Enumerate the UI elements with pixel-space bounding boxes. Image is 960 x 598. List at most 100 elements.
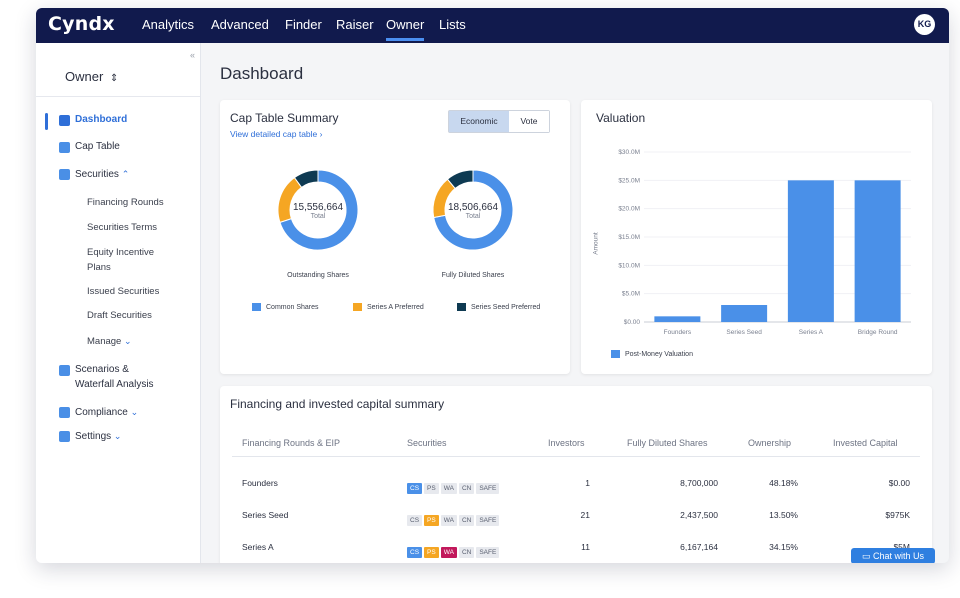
nav-lists[interactable]: Lists [439, 17, 466, 32]
y-tick-label: $30.0M [618, 149, 640, 156]
nav-advanced[interactable]: Advanced [211, 17, 269, 32]
y-tick-label: $25.0M [618, 177, 640, 184]
sidebar-sub-plans[interactable]: Plans [87, 262, 111, 273]
chevron-down-icon: ⌄ [123, 336, 132, 346]
donut-outstanding-total: Total [310, 213, 326, 220]
legend-series-a: Series A Preferred [353, 303, 424, 311]
legend-swatch [353, 303, 362, 311]
security-badges: CS PS WA CN SAFE [407, 541, 501, 558]
security-badges: CS PS WA CN SAFE [407, 509, 501, 526]
nav-finder[interactable]: Finder [285, 17, 322, 32]
legend-swatch [252, 303, 261, 311]
cell-shares: 6,167,164 [680, 542, 718, 552]
valuation-title: Valuation [596, 111, 646, 125]
y-tick-label: $0.00 [624, 319, 641, 326]
bar-series-seed [721, 305, 768, 322]
sidebar-item-compliance-label: Compliance [75, 407, 128, 418]
sidebar-sub-equity-incentive[interactable]: Equity Incentive [87, 247, 155, 258]
settings-icon [59, 431, 70, 442]
avatar[interactable]: KG [914, 14, 935, 35]
legend-common-label: Common Shares [266, 303, 319, 311]
sidebar-item-settings[interactable]: Settings ⌄ [75, 429, 121, 444]
col-header-investors[interactable]: Investors [548, 438, 585, 448]
sidebar-item-scenarios[interactable]: Scenarios & [75, 364, 129, 375]
sidebar-sub-securities-terms[interactable]: Securities Terms [87, 222, 158, 233]
y-tick-label: $20.0M [618, 206, 640, 213]
donut-fully-diluted-center: 18,506,664 Total [428, 202, 518, 220]
dashboard-icon [59, 115, 70, 126]
donut-slice-common [433, 169, 514, 251]
collapse-icon[interactable]: « [190, 50, 196, 60]
bar-series-a [787, 180, 834, 322]
col-header-ownership[interactable]: Ownership [748, 438, 792, 448]
cell-round: Series A [242, 542, 274, 552]
sort-chevrons-icon: ⇕ [109, 73, 119, 84]
donut-outstanding [277, 169, 359, 251]
y-tick-label: $15.0M [618, 234, 640, 241]
toggle-economic[interactable]: Economic [449, 111, 509, 132]
nav-raiser[interactable]: Raiser [336, 17, 374, 32]
owner-selector-label: Owner [65, 69, 104, 84]
cell-ownership: 34.15% [769, 542, 798, 552]
badge-cn: CN [458, 483, 475, 494]
col-header-rounds[interactable]: Financing Rounds & EIP [242, 438, 341, 448]
cap-table-icon [59, 142, 70, 153]
owner-selector[interactable]: Owner ⇕ [65, 69, 118, 84]
sidebar: « Owner ⇕ Dashboard Cap Table Securities… [36, 43, 201, 563]
financing-title: Financing and invested capital summary [230, 397, 445, 411]
sidebar-sub-manage-label: Manage [87, 336, 122, 347]
legend-swatch [457, 303, 466, 311]
donut-fully-diluted [432, 169, 514, 251]
logo: Cyndx [48, 13, 115, 35]
financing-card: Financing and invested capital summary F… [220, 386, 932, 563]
sidebar-item-scenarios-line2[interactable]: Waterfall Analysis [75, 379, 154, 390]
sidebar-item-securities[interactable]: Securities ⌃ [75, 167, 129, 182]
compliance-icon [59, 407, 70, 418]
cell-round: Founders [242, 478, 278, 488]
cap-table-card: Cap Table Summary View detailed cap tabl… [220, 100, 570, 374]
top-navbar: Cyndx Analytics Advanced Finder Raiser O… [36, 8, 949, 43]
chevron-right-icon: › [319, 129, 323, 139]
chat-icon: ▭ [861, 551, 871, 561]
legend-swatch [611, 350, 620, 358]
legend-post-money-label: Post-Money Valuation [625, 350, 693, 358]
sidebar-sub-financing-rounds[interactable]: Financing Rounds [87, 197, 164, 208]
sidebar-item-compliance[interactable]: Compliance ⌄ [75, 405, 138, 420]
badge-cs: CS [407, 547, 423, 558]
nav-analytics[interactable]: Analytics [142, 17, 195, 32]
badge-safe: SAFE [476, 483, 500, 494]
cell-investors: 11 [581, 542, 590, 552]
cell-shares: 2,437,500 [680, 510, 718, 520]
donut-fully-diluted-caption: Fully Diluted Shares [441, 272, 505, 279]
nav-owner[interactable]: Owner [386, 17, 425, 41]
x-tick-label: Series A [799, 329, 824, 336]
cell-round: Series Seed [242, 510, 289, 520]
sidebar-sub-issued-securities[interactable]: Issued Securities [87, 286, 160, 297]
cap-table-title: Cap Table Summary [230, 111, 339, 125]
chat-button[interactable]: ▭ Chat with Us [851, 548, 935, 563]
cell-ownership: 13.50% [769, 510, 798, 520]
x-tick-label: Series Seed [726, 329, 762, 336]
legend-series-seed: Series Seed Preferred [457, 303, 540, 311]
col-header-securities[interactable]: Securities [407, 438, 447, 448]
y-tick-label: $5.0M [622, 291, 640, 298]
donut-fully-diluted-value: 18,506,664 [447, 202, 499, 213]
toggle-vote[interactable]: Vote [509, 111, 549, 132]
view-cap-table-link[interactable]: View detailed cap table › [230, 129, 323, 139]
donut-slice-common [279, 169, 359, 251]
sidebar-sub-manage[interactable]: Manage ⌄ [87, 334, 132, 349]
sidebar-item-dashboard[interactable]: Dashboard [75, 114, 128, 125]
sidebar-item-cap-table[interactable]: Cap Table [75, 141, 120, 152]
app-window: Cyndx Analytics Advanced Finder Raiser O… [36, 8, 949, 563]
x-tick-label: Bridge Round [858, 329, 898, 336]
badge-ps: PS [424, 515, 439, 526]
sidebar-sub-draft-securities[interactable]: Draft Securities [87, 310, 152, 321]
col-header-shares[interactable]: Fully Diluted Shares [627, 438, 708, 448]
legend-series-seed-label: Series Seed Preferred [471, 303, 541, 311]
security-badges: CS PS WA CN SAFE [407, 477, 501, 494]
col-header-capital[interactable]: Invested Capital [833, 438, 898, 448]
badge-cs: CS [407, 483, 423, 494]
x-tick-label: Founders [664, 329, 692, 336]
badge-ps: PS [424, 483, 439, 494]
legend-post-money: Post-Money Valuation [611, 350, 693, 358]
